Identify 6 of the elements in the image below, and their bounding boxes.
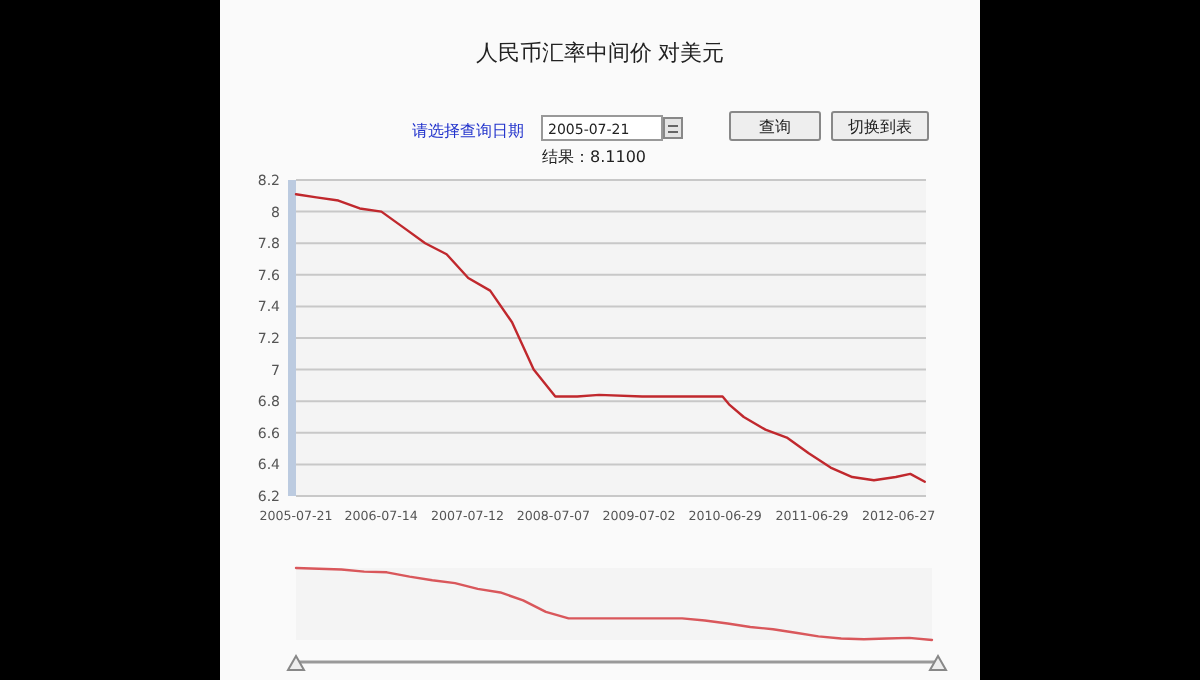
line-series: [294, 193, 927, 483]
text: 切换到表: [848, 118, 912, 136]
chart-title: 人民币汇率中间价 对美元: [475, 40, 725, 66]
text: 结果：8.1100: [542, 148, 646, 166]
text: 查询: [759, 118, 791, 136]
text: 请选择查询日期: [412, 122, 524, 140]
